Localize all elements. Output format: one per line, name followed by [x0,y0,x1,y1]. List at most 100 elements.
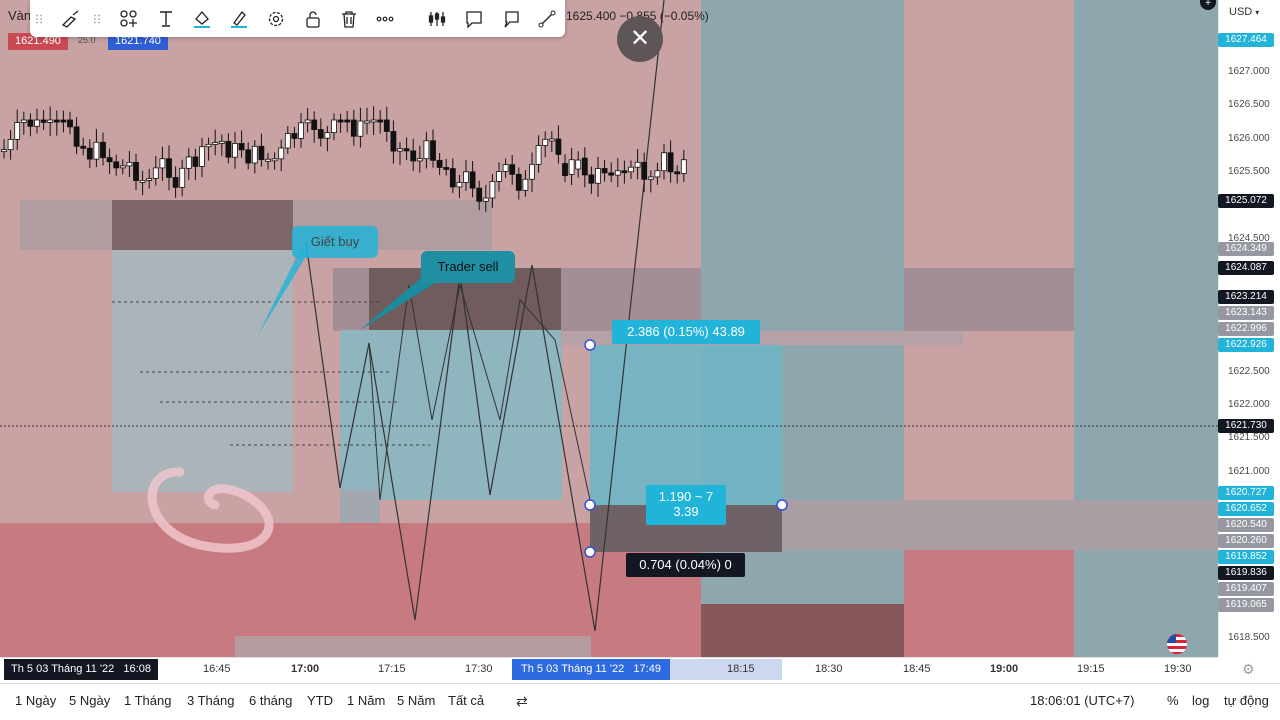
candle-body [86,147,93,160]
candle-body [133,161,139,181]
candle-body [146,178,153,181]
candle-body [225,140,232,158]
candle-body [271,158,278,162]
price-label: 1626.000 [1228,132,1270,144]
candle-body [265,158,271,162]
templates-icon[interactable] [116,6,142,32]
currency-selector[interactable]: USD ▾ [1229,6,1259,18]
candle-body [106,157,113,163]
add-icon[interactable]: + [1200,0,1216,10]
candle-body [647,176,654,180]
candle-body [317,129,324,139]
candle-body [67,119,73,128]
log-toggle[interactable]: log [1192,693,1210,708]
range-button[interactable]: Tất cả [448,693,485,708]
price-tag: 1620.260 [1218,534,1274,548]
chevron-down-icon: ▾ [1255,8,1260,17]
lock-icon[interactable] [300,6,326,32]
clock-label[interactable]: 18:06:01 (UTC+7) [1030,693,1135,708]
currency-label: USD [1229,6,1253,18]
callout-trader-sell[interactable]: Trader sell [421,251,515,283]
time-tag-cursor: Th 5 03 Tháng 11 '22 17:49 [512,659,670,680]
candle-body [581,157,588,176]
delete-icon[interactable] [336,6,362,32]
range-button[interactable]: 5 Ngày [69,693,111,708]
candle-body [403,148,410,152]
candle-body [496,171,502,182]
candle-body [179,167,186,188]
price-tag: 1621.730 [1218,419,1274,433]
candle-body [529,163,535,180]
spread-value: 25.0 [78,35,96,45]
candle-body [324,132,331,139]
time-label: 18:45 [903,663,931,675]
price-tag: 1622.996 [1218,322,1274,336]
candle-body [47,119,54,123]
candle-body [205,143,212,148]
candle-body [502,164,509,172]
candle-body [185,156,192,169]
comment-icon[interactable] [461,6,487,32]
compare-icon[interactable]: ⇄ [516,693,528,709]
candle-body [449,168,456,188]
measure-cyan-box [590,345,782,505]
time-label: 19:15 [1077,663,1105,675]
range-button[interactable]: 3 Tháng [187,693,235,708]
candle-body [139,180,146,183]
chart-area[interactable]: Giết buy Trader sell 2.386 (0.15%) 43.89… [0,0,1218,657]
text-icon[interactable] [153,6,179,32]
price-tag: 1619.836 [1218,566,1274,580]
candle-body [410,150,417,162]
price-label: 1624.500 [1228,232,1270,244]
range-button[interactable]: YTD [307,693,333,708]
candle-body [73,126,80,147]
time-range-highlight [670,659,782,680]
candle-body [509,164,516,175]
range-button[interactable]: 1 Năm [347,693,386,708]
candle-body [575,159,582,170]
line-color-icon[interactable] [226,6,252,32]
range-button[interactable]: 1 Tháng [124,693,172,708]
candle-body [397,148,403,152]
callout-icon[interactable] [498,6,524,32]
candle-body [515,173,522,191]
close-button[interactable]: ✕ [617,16,663,62]
price-tag: 1624.087 [1218,261,1274,275]
candle-body [93,141,100,160]
candle-body [40,119,47,123]
drawing-toolbar [30,0,565,37]
candle-body [304,119,311,124]
price-label: 1627.000 [1228,66,1270,77]
symbol-title: Vàn [8,8,32,23]
candle-body [542,138,549,146]
settings-icon[interactable] [263,6,289,32]
candles [1,106,687,212]
candle-body [443,167,450,170]
drag-handle-icon[interactable] [32,6,46,32]
zone-cyan-mid [340,330,562,500]
range-button[interactable]: 5 Năm [397,693,436,708]
settings-gear-icon[interactable]: ⚙ [1242,661,1255,677]
trendline-icon[interactable] [534,6,560,32]
range-button[interactable]: 1 Ngày [15,693,57,708]
bars-icon[interactable] [424,6,450,32]
more-icon[interactable] [372,6,398,32]
time-label: 18:30 [815,663,843,675]
callout-giet-buy[interactable]: Giết buy [292,226,378,258]
brush-icon[interactable] [58,6,84,32]
candle-body [1,149,7,153]
candle-body [53,119,60,123]
candle-body [674,171,681,175]
percent-toggle[interactable]: % [1167,693,1179,708]
auto-toggle[interactable]: tự động [1224,693,1269,708]
candle-body [159,158,166,169]
range-button[interactable]: 6 tháng [249,693,293,708]
sell-price-tag[interactable]: 1621.490 [8,33,68,50]
candle-body [258,145,265,160]
buy-price-tag[interactable]: 1621.740 [108,33,168,50]
flag-icon [1167,634,1187,654]
drag-handle-icon[interactable] [90,6,104,32]
candle-body [641,161,648,180]
fill-color-icon[interactable] [189,6,215,32]
price-tag: 1623.143 [1218,306,1274,320]
